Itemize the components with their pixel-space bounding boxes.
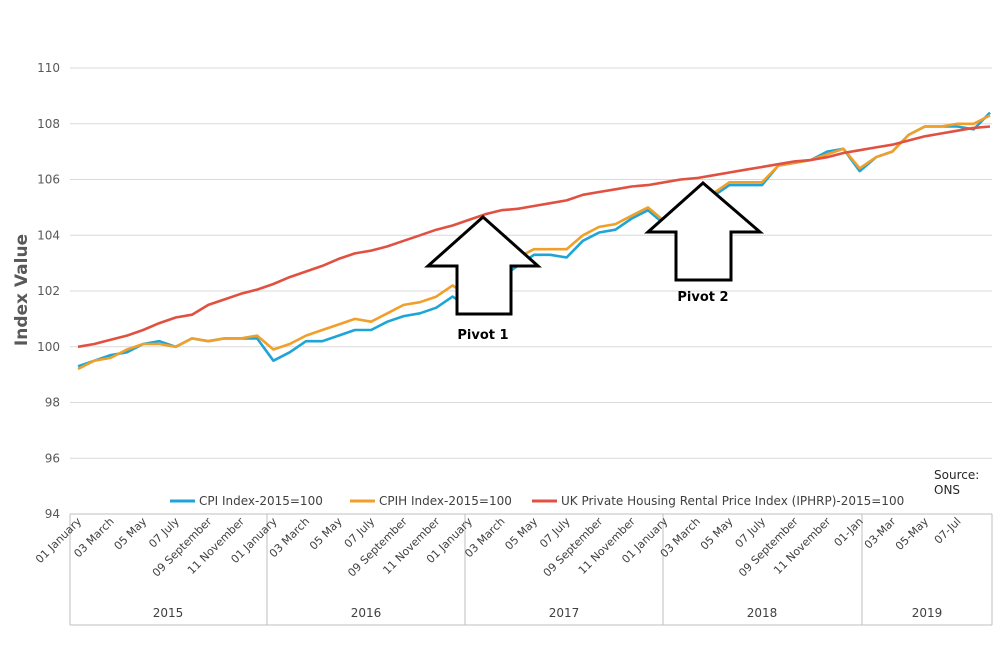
x-tick-label: 01 January [33, 515, 84, 566]
x-tick-label: 05 May [112, 515, 150, 553]
y-tick-label: 108 [37, 117, 60, 131]
series-lines [77, 111, 991, 371]
y-tick-label: 100 [37, 340, 60, 354]
y-tick-label: 106 [37, 173, 60, 187]
year-label: 2016 [351, 606, 382, 620]
y-tick-label: 98 [45, 396, 60, 410]
legend-label-iphrp: UK Private Housing Rental Price Index (I… [561, 494, 904, 508]
legend-label-cpih: CPIH Index-2015=100 [379, 494, 512, 508]
source-label: Source: [934, 468, 979, 482]
series-line-1 [77, 114, 991, 371]
x-tick-label: 11 November [380, 515, 442, 577]
x-tick-label: 03-Mar [862, 515, 899, 552]
x-tick-label: 05-May [893, 515, 931, 553]
pivot-2-arrow-icon [644, 181, 765, 282]
x-tick-label: 11 November [771, 515, 833, 577]
y-tick-label: 102 [37, 284, 60, 298]
series-line-2 [77, 125, 991, 349]
y-axis-label: Index Value [12, 234, 32, 346]
pivot-1-label: Pivot 1 [457, 328, 508, 343]
x-tick-label: 11 November [576, 515, 638, 577]
legend: CPI Index-2015=100 CPIH Index-2015=100 U… [170, 494, 904, 508]
x-tick-label: 05 May [698, 515, 736, 553]
year-label: 2015 [153, 606, 184, 620]
y-tick-label: 104 [37, 228, 60, 242]
x-tick-label: 07-Jul [932, 515, 964, 547]
year-label: 2019 [912, 606, 943, 620]
x-tick-label: 01-Jan [832, 515, 866, 549]
x-tick-label: 05 May [307, 515, 345, 553]
y-tick-label: 96 [45, 451, 60, 465]
y-tick-label: 110 [37, 61, 60, 75]
y-tick-label: 94 [45, 507, 60, 521]
year-label: 2017 [549, 606, 580, 620]
y-tick-labels: 94 96 98 100 102 104 106 108 110 [37, 61, 60, 521]
x-tick-label: 05 May [502, 515, 540, 553]
source-value: ONS [934, 483, 960, 497]
pivot-2-label: Pivot 2 [677, 290, 728, 305]
x-tick-label: 11 November [185, 515, 247, 577]
pivot-1-arrow-icon [424, 214, 542, 316]
y-gridlines [70, 67, 992, 459]
year-label: 2018 [747, 606, 778, 620]
legend-label-cpi: CPI Index-2015=100 [199, 494, 323, 508]
